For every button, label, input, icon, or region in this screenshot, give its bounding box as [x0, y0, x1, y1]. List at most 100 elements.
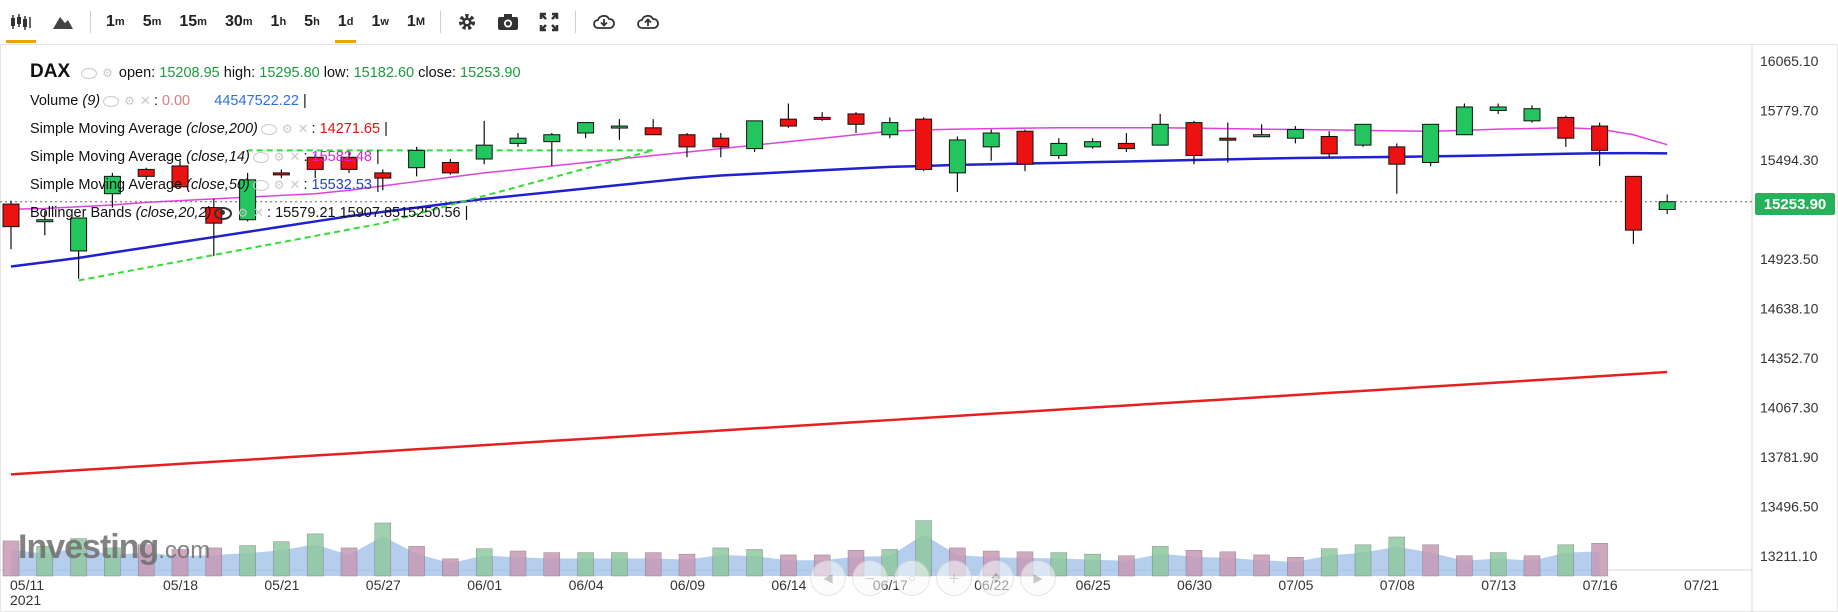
- x-tick-label: 06/30: [1177, 577, 1212, 593]
- close-icon[interactable]: ✕: [253, 205, 265, 220]
- candle-body: [1185, 122, 1203, 157]
- candle-body: [847, 113, 865, 125]
- volume-bar: [1354, 544, 1372, 577]
- gear-icon[interactable]: ⚙: [237, 206, 249, 220]
- close-label: close:: [418, 65, 456, 81]
- candle-body: [1320, 135, 1338, 155]
- gear-icon[interactable]: [447, 7, 487, 37]
- legend-volume: Volume (9) ⚙ ✕: 0.00 44547522.22 |: [30, 93, 307, 109]
- eye-icon[interactable]: [252, 151, 269, 163]
- zoom-in-icon[interactable]: ＋: [936, 560, 972, 596]
- candlestick-icon[interactable]: [0, 7, 42, 43]
- last-price-tag: 15253.90: [1755, 193, 1835, 215]
- fullscreen-icon[interactable]: [529, 7, 569, 37]
- volume-bar: [678, 553, 696, 577]
- high-value: 15295.80: [259, 65, 320, 81]
- interval-value: 15: [179, 13, 198, 30]
- volume-bar: [1489, 552, 1507, 577]
- volume-bar: [306, 533, 324, 577]
- volume-bar: [205, 547, 223, 577]
- interval-15m-button[interactable]: 15 m: [170, 7, 216, 37]
- gear-icon[interactable]: ⚙: [273, 178, 285, 192]
- gear-icon[interactable]: ⚙: [124, 94, 135, 108]
- volume-bar: [1219, 551, 1237, 577]
- high-label: high:: [223, 65, 256, 81]
- close-icon[interactable]: ✕: [289, 149, 301, 164]
- x-tick-label: 06/14: [771, 577, 806, 593]
- y-tick-label: 13496.50: [1760, 499, 1819, 515]
- trendline-drawing: [78, 149, 654, 282]
- candle-body: [36, 219, 54, 223]
- y-tick-label: 14352.70: [1760, 350, 1819, 366]
- cloud-download-icon[interactable]: [582, 7, 626, 37]
- volume-bar: [475, 548, 493, 577]
- volume-bar: [1050, 552, 1068, 577]
- x-tick-label: 05/18: [163, 577, 198, 593]
- legend-sma200: Simple Moving Average (close,200) ⚙ ✕: 142…: [30, 121, 388, 137]
- scroll-right-icon[interactable]: ▶: [1020, 560, 1056, 596]
- chart-nav-controls: ◀ － ○ ＋ ✥ ▶: [810, 560, 1056, 596]
- candle-body: [1151, 123, 1169, 146]
- candle-body: [1117, 142, 1135, 150]
- volume-bar: [137, 544, 155, 577]
- y-tick-label: 13211.10: [1760, 548, 1818, 564]
- gear-icon[interactable]: ⚙: [102, 66, 113, 80]
- volume-bar: [442, 558, 459, 577]
- zoom-reset-icon[interactable]: ○: [894, 560, 930, 596]
- x-year-label: 2021: [10, 592, 41, 608]
- candle-body: [1286, 129, 1304, 139]
- eye-icon[interactable]: [214, 206, 233, 220]
- camera-icon[interactable]: [487, 7, 529, 37]
- candle-body: [103, 175, 121, 195]
- volume-bar: [780, 554, 797, 577]
- volume-bar: [104, 547, 121, 577]
- chart-toolbar: 1 m 5 m 15 m 30 m 1 h 5 h 1 d 1 w 1 M: [0, 0, 1838, 45]
- volume-bar: [1185, 550, 1203, 577]
- chart-area[interactable]: 16065.1015779.7015494.3015208.9014923.50…: [0, 44, 1838, 612]
- logo-main: Investing: [18, 528, 159, 566]
- interval-unit: w: [380, 16, 389, 28]
- logo-suffix: .com: [158, 537, 211, 564]
- interval-unit: m: [151, 16, 162, 28]
- volume-bar: [1287, 557, 1304, 577]
- interval-30m-button[interactable]: 30 m: [216, 7, 262, 37]
- eye-icon[interactable]: [252, 179, 269, 191]
- pan-icon[interactable]: ✥: [978, 560, 1014, 596]
- eye-icon[interactable]: [260, 123, 277, 135]
- legend-sma50: Simple Moving Average (close,50) ⚙ ✕: 1553…: [30, 177, 380, 193]
- volume-ma-area: [11, 534, 1600, 576]
- eye-icon[interactable]: [103, 95, 120, 107]
- x-tick-label: 07/05: [1278, 577, 1313, 593]
- toolbar-divider: [90, 11, 91, 33]
- candle-body: [1489, 106, 1507, 111]
- volume-bar: [1084, 553, 1101, 577]
- cloud-upload-icon[interactable]: [626, 7, 670, 37]
- close-icon[interactable]: ✕: [289, 177, 301, 192]
- interval-value: 1: [371, 13, 381, 30]
- mountain-icon[interactable]: [42, 7, 84, 37]
- scroll-left-icon[interactable]: ◀: [810, 560, 846, 596]
- gear-icon[interactable]: ⚙: [273, 150, 285, 164]
- zoom-out-icon[interactable]: －: [852, 560, 888, 596]
- close-icon[interactable]: ✕: [139, 93, 151, 108]
- interval-unit: M: [415, 16, 425, 28]
- investing-logo: Investing.com: [18, 528, 210, 567]
- candle-body: [1591, 125, 1609, 151]
- volume-bar: [36, 546, 54, 577]
- close-icon[interactable]: ✕: [297, 121, 309, 136]
- price-chart[interactable]: 16065.1015779.7015494.3015208.9014923.50…: [0, 44, 1838, 612]
- gear-icon[interactable]: ⚙: [281, 122, 293, 136]
- volume-bar: [1320, 548, 1338, 577]
- candle-body: [1624, 175, 1642, 231]
- candle-body: [272, 172, 290, 176]
- candle-body: [408, 149, 426, 169]
- volume-bar: [239, 545, 256, 577]
- eye-icon[interactable]: [81, 67, 98, 79]
